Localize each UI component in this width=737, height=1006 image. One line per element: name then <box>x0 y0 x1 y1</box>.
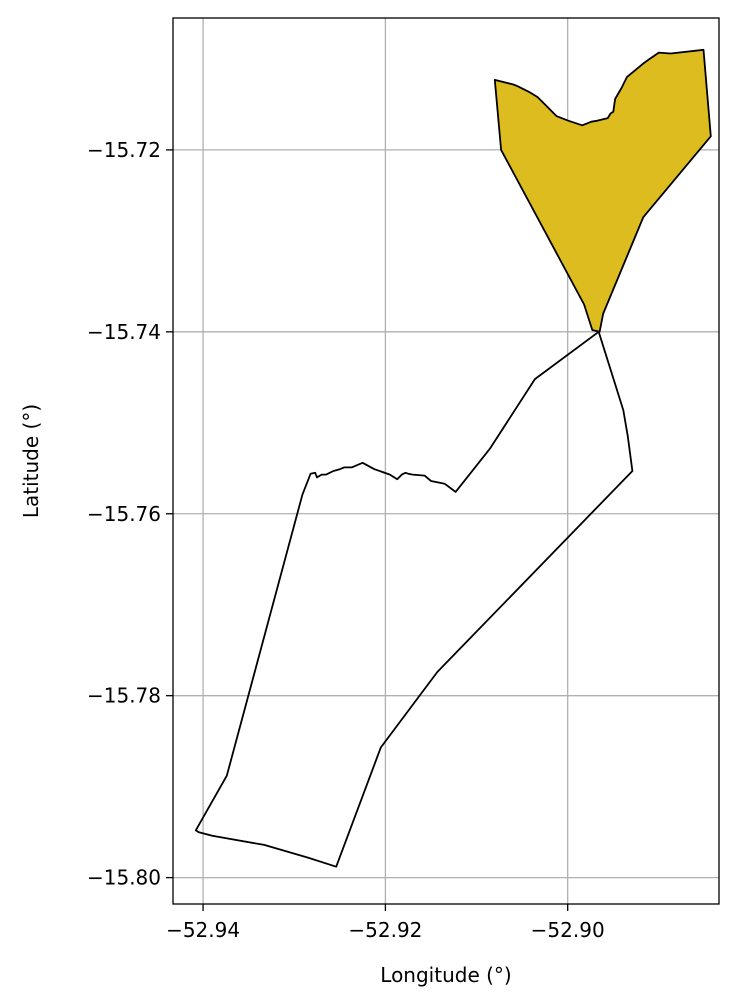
x-axis-label: Longitude (°) <box>380 963 511 987</box>
y-tick-label-4: −15.80 <box>87 866 161 890</box>
axis-ticks: −52.94 −52.92 −52.90 −15.72 −15.74 −15.76 −15.… <box>87 138 605 942</box>
x-tick-label-2: −52.90 <box>531 918 605 942</box>
y-tick-label-1: −15.74 <box>87 320 161 344</box>
x-tick-label-0: −52.94 <box>166 918 240 942</box>
y-tick-label-2: −15.76 <box>87 502 161 526</box>
region-outline-0 <box>194 330 634 868</box>
x-tick-label-1: −52.92 <box>348 918 422 942</box>
plot-frame <box>172 17 720 905</box>
y-tick-label-0: −15.72 <box>87 138 161 162</box>
highlighted-region <box>493 48 712 333</box>
y-axis-label: Latitude (°) <box>19 404 43 518</box>
y-tick-label-3: −15.78 <box>87 684 161 708</box>
map-regions <box>194 48 712 868</box>
